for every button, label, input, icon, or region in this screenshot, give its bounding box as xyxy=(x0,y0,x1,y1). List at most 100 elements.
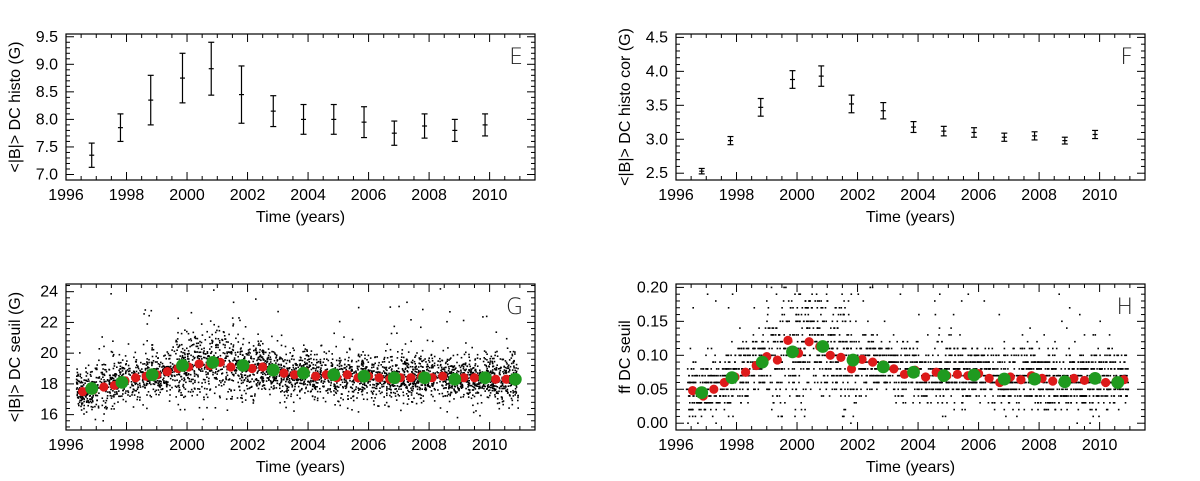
x-tick-label: 1996 xyxy=(48,187,84,204)
green-mean-point xyxy=(357,369,371,383)
red-mean-point xyxy=(247,363,257,374)
panel-letter: E xyxy=(509,45,523,70)
x-tick-label: 2008 xyxy=(1021,187,1057,204)
red-mean-point xyxy=(459,373,469,383)
green-mean-point xyxy=(967,368,981,382)
green-mean-point xyxy=(206,355,220,369)
red-mean-point xyxy=(740,367,751,377)
green-mean-point xyxy=(695,386,709,400)
x-tick-label: 2010 xyxy=(472,437,508,454)
green-mean-point xyxy=(236,359,250,372)
red-mean-point xyxy=(1069,373,1079,383)
y-tick-label: 9.0 xyxy=(36,56,58,73)
daily-points xyxy=(75,288,519,422)
red-mean-point xyxy=(226,362,236,372)
y-tick-label: 0.20 xyxy=(637,279,668,296)
error-bar xyxy=(147,74,154,126)
red-mean-point xyxy=(688,386,698,396)
green-mean-point xyxy=(876,360,890,374)
x-tick-label: 2010 xyxy=(1082,187,1118,204)
y-tick-label: 18 xyxy=(40,376,58,393)
x-tick-label: 1996 xyxy=(658,437,694,454)
x-tick-label: 2010 xyxy=(472,187,508,204)
red-mean-point xyxy=(469,373,480,383)
red-mean-point xyxy=(889,364,899,374)
error-bar xyxy=(971,127,978,138)
y-tick-label: 3.5 xyxy=(646,97,668,114)
error-bar xyxy=(391,120,398,146)
x-tick-label: 2000 xyxy=(169,187,205,204)
green-mean-point xyxy=(786,345,799,359)
y-tick-label: 9.5 xyxy=(36,29,58,46)
red-mean-point xyxy=(1101,377,1111,388)
green-mean-point xyxy=(85,382,99,395)
y-tick-label: 7.0 xyxy=(36,166,58,183)
green-mean-point xyxy=(478,371,492,385)
error-bar xyxy=(300,103,307,135)
panel-letter: H xyxy=(1116,295,1133,320)
x-tick-label: 2002 xyxy=(840,187,876,204)
error-bar xyxy=(482,113,489,137)
y-tick-label: 8.0 xyxy=(36,111,58,128)
red-mean-point xyxy=(406,373,416,383)
x-tick-label: 2000 xyxy=(779,187,815,204)
green-mean-point xyxy=(1088,371,1102,385)
y-axis-label: <|B|> DC histo (G) xyxy=(7,41,24,172)
error-bar xyxy=(727,135,734,146)
plot-frame xyxy=(65,283,536,431)
error-bar xyxy=(208,41,215,96)
y-tick-label: 16 xyxy=(40,407,58,424)
red-mean-point xyxy=(374,373,384,383)
green-mean-point xyxy=(387,371,401,385)
red-mean-point xyxy=(162,367,172,377)
green-mean-point xyxy=(297,366,310,380)
red-mean-point xyxy=(868,357,878,367)
y-tick-label: 0.15 xyxy=(637,313,668,330)
plot-frame xyxy=(675,283,1146,431)
x-axis-label: Time (years) xyxy=(256,209,345,226)
green-mean-point xyxy=(418,371,431,385)
red-mean-point xyxy=(491,374,501,384)
x-tick-label: 1996 xyxy=(48,437,84,454)
green-mean-point xyxy=(508,372,522,386)
error-bar xyxy=(1031,131,1038,141)
red-mean-point xyxy=(279,368,289,378)
panel-h: 1996 1998 2000 2002 2004 2006 2008 2010 0.00 0.05… xyxy=(617,279,1146,476)
x-tick-label: 2006 xyxy=(961,187,997,204)
green-mean-point xyxy=(725,371,739,385)
error-bar xyxy=(270,95,277,128)
y-tick-label: 4.5 xyxy=(646,29,668,46)
error-bar xyxy=(880,101,887,120)
y-axis-label: <|B|> DC seuil (G) xyxy=(7,292,24,422)
y-axis-label: <|B|> DC histo cor (G) xyxy=(617,28,634,186)
x-tick-label: 2010 xyxy=(1082,437,1118,454)
red-mean-point xyxy=(342,370,352,380)
y-tick-label: 24 xyxy=(40,284,58,301)
error-bar xyxy=(1061,136,1068,145)
error-bar xyxy=(1092,129,1099,140)
error-bar xyxy=(330,103,337,135)
x-tick-label: 2006 xyxy=(961,437,997,454)
green-mean-point xyxy=(176,359,189,372)
error-bar xyxy=(940,125,947,137)
green-mean-point xyxy=(145,368,159,382)
x-axis-label: Time (years) xyxy=(866,209,955,226)
error-bar xyxy=(421,113,428,139)
red-mean-point xyxy=(783,335,793,345)
green-mean-point xyxy=(115,375,129,389)
red-mean-point xyxy=(952,369,963,379)
red-mean-point xyxy=(99,382,109,392)
panel-e: 1996 1998 2000 2002 2004 2006 2008 2010 7.0 7.5 8.… xyxy=(7,29,536,226)
green-mean-point xyxy=(937,369,951,383)
x-tick-label: 1998 xyxy=(719,187,755,204)
x-tick-label: 1998 xyxy=(719,437,755,454)
x-tick-label: 2008 xyxy=(1021,437,1057,454)
red-mean-point xyxy=(438,371,448,381)
x-axis-label: Time (years) xyxy=(256,459,345,476)
x-tick-label: 1996 xyxy=(658,187,694,204)
x-tick-label: 2004 xyxy=(290,187,326,204)
x-tick-label: 2006 xyxy=(351,187,387,204)
red-mean-point xyxy=(501,374,511,384)
error-bar xyxy=(361,106,368,139)
